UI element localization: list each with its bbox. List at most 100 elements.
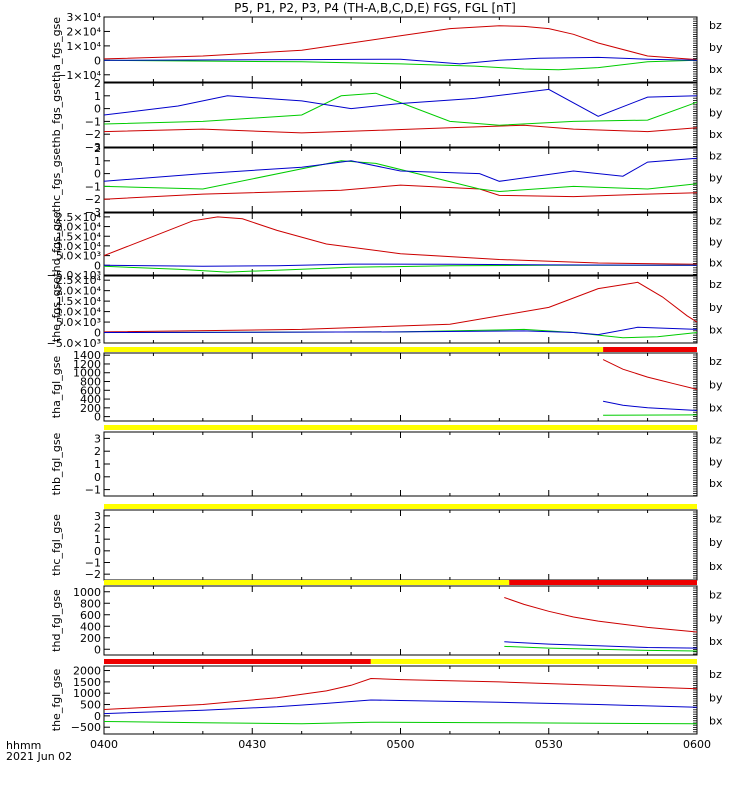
y-tick-label: −1 — [85, 180, 101, 193]
x-tick-label: 0500 — [387, 738, 415, 751]
y-tick-label: 0 — [94, 643, 101, 656]
legend-bz: bz — [709, 85, 722, 98]
series-line-bz — [103, 281, 698, 333]
status-bar-segment — [370, 659, 697, 664]
legend-bx: bx — [709, 324, 723, 337]
y-tick-label: 1.0×10⁴ — [56, 240, 102, 253]
y-axis-label: thd_fgl_gse — [50, 589, 63, 652]
legend-bx: bx — [709, 635, 723, 648]
series-line-bx — [103, 326, 698, 336]
y-axis-label: thd_fgs_gse — [50, 211, 63, 277]
legend-bz: bz — [709, 19, 722, 32]
y-tick-label: −1 — [85, 115, 101, 128]
y-tick-label: 5.0×10³ — [56, 250, 101, 263]
series-line-bx — [504, 641, 698, 649]
series-line-bz — [103, 677, 698, 710]
y-tick-label: −2 — [85, 193, 101, 206]
series-line-bz — [602, 359, 698, 390]
y-tick-label: 2 — [94, 77, 101, 90]
chart-title: P5, P1, P2, P3, P4 (TH-A,B,C,D,E) FGS, F… — [234, 1, 516, 15]
x-axis-label-hhmm: hhmm — [6, 739, 42, 752]
y-tick-label: −3 — [85, 206, 101, 219]
y-tick-label: 0 — [94, 168, 101, 181]
y-tick-label: 2.5×10⁴ — [56, 211, 102, 224]
y-axis-label: tha_fgl_gse — [50, 356, 63, 419]
x-axis-date: 2021 Jun 02 — [6, 750, 73, 763]
legend-by: by — [709, 301, 723, 314]
y-tick-label: 1000 — [73, 367, 101, 380]
y-tick-label: 1000 — [73, 586, 101, 599]
series-line-by — [103, 92, 698, 126]
panel-frame — [103, 352, 698, 422]
y-tick-label: 400 — [80, 620, 101, 633]
x-tick-label: 0430 — [238, 738, 266, 751]
y-tick-label: 0 — [94, 327, 101, 340]
panel-frame — [103, 16, 698, 83]
y-axis-label: thb_fgl_gse — [50, 432, 63, 495]
legend-by: by — [709, 691, 723, 704]
y-tick-label: 1 — [94, 533, 101, 546]
y-tick-label: 600 — [80, 609, 101, 622]
status-bar-segment — [104, 425, 697, 430]
legend-bx: bx — [709, 63, 723, 76]
y-tick-label: 500 — [80, 699, 101, 712]
y-tick-label: 200 — [80, 402, 101, 415]
y-tick-label: −2 — [85, 568, 101, 581]
series-line-bx — [103, 56, 698, 65]
legend-by: by — [709, 171, 723, 184]
y-tick-label: 800 — [80, 376, 101, 389]
legend-bx: bx — [709, 477, 723, 490]
y-axis-label: thc_fgs_gse — [50, 148, 63, 213]
y-tick-label: −2 — [85, 128, 101, 141]
y-tick-label: 2000 — [73, 665, 101, 678]
legend-bx: bx — [709, 257, 723, 270]
legend-bx: bx — [709, 714, 723, 727]
y-tick-label: 0 — [94, 411, 101, 424]
legend-bz: bz — [709, 150, 722, 163]
y-tick-label: −5.0×10³ — [47, 269, 101, 282]
legend-bz: bz — [709, 214, 722, 227]
y-tick-label: 800 — [80, 597, 101, 610]
y-tick-label: 0 — [94, 710, 101, 723]
y-tick-label: 1500 — [73, 676, 101, 689]
legend-bz: bz — [709, 512, 722, 525]
status-bar-segment — [104, 347, 604, 352]
legend-bz: bz — [709, 278, 722, 291]
series-line-by — [103, 59, 698, 71]
y-axis-label: the_fgs_gse — [50, 277, 63, 342]
status-bar-segment — [603, 347, 697, 352]
y-tick-label: 2.5×10⁴ — [56, 274, 102, 287]
series-line-bz — [103, 25, 698, 61]
y-tick-label: 3 — [94, 432, 101, 445]
y-tick-label: 600 — [80, 384, 101, 397]
y-tick-label: 0 — [94, 54, 101, 67]
y-tick-label: 0 — [94, 103, 101, 116]
legend-bz: bz — [709, 355, 722, 368]
status-bar-segment — [104, 580, 510, 585]
legend-bz: bz — [709, 668, 722, 681]
series-line-bx — [103, 88, 698, 117]
series-line-bz — [103, 124, 698, 134]
panel-frame — [103, 82, 698, 148]
y-tick-label: −1×10⁴ — [57, 69, 101, 82]
y-tick-label: 2 — [94, 142, 101, 155]
y-axis-label: tha_fgs_gse — [50, 17, 63, 82]
y-tick-label: 0 — [94, 259, 101, 272]
status-bar-segment — [509, 580, 697, 585]
y-tick-label: 2×10⁴ — [66, 25, 101, 38]
x-tick-label: 0600 — [683, 738, 711, 751]
y-tick-label: 1200 — [73, 358, 101, 371]
y-tick-label: 1000 — [73, 687, 101, 700]
legend-bz: bz — [709, 434, 722, 447]
legend-by: by — [709, 455, 723, 468]
status-bar-segment — [104, 504, 697, 509]
series-line-bx — [103, 263, 698, 267]
y-tick-label: 200 — [80, 632, 101, 645]
panel-frame — [103, 585, 698, 656]
series-line-by — [103, 721, 698, 725]
panel-frame — [103, 509, 698, 581]
legend-bx: bx — [709, 560, 723, 573]
y-tick-label: 5.0×10³ — [56, 316, 101, 329]
y-axis-label: thb_fgs_gse — [50, 82, 63, 148]
